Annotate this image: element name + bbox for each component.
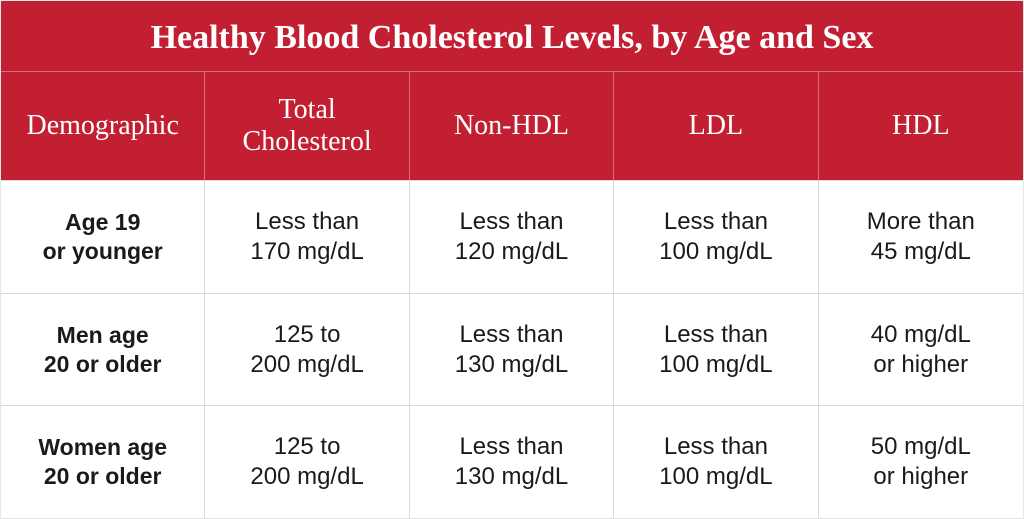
col-ldl: LDL	[614, 72, 818, 180]
row-label: Women age 20 or older	[1, 406, 205, 518]
cell-hdl: 50 mg/dL or higher	[819, 406, 1023, 518]
col-demographic: Demographic	[1, 72, 205, 180]
table-row: Men age 20 or older 125 to 200 mg/dL Les…	[1, 293, 1023, 406]
row-label: Age 19 or younger	[1, 181, 205, 293]
row-label: Men age 20 or older	[1, 294, 205, 406]
cell-ldl: Less than 100 mg/dL	[614, 181, 818, 293]
cell-total: 125 to 200 mg/dL	[205, 406, 409, 518]
col-non-hdl: Non-HDL	[410, 72, 614, 180]
cell-nonhdl: Less than 120 mg/dL	[410, 181, 614, 293]
cell-hdl: 40 mg/dL or higher	[819, 294, 1023, 406]
cell-ldl: Less than 100 mg/dL	[614, 294, 818, 406]
table-title-row: Healthy Blood Cholesterol Levels, by Age…	[1, 1, 1023, 72]
table-title: Healthy Blood Cholesterol Levels, by Age…	[11, 19, 1013, 57]
cell-total: 125 to 200 mg/dL	[205, 294, 409, 406]
table-row: Women age 20 or older 125 to 200 mg/dL L…	[1, 405, 1023, 518]
col-hdl: HDL	[819, 72, 1023, 180]
cell-total: Less than 170 mg/dL	[205, 181, 409, 293]
cell-ldl: Less than 100 mg/dL	[614, 406, 818, 518]
table-row: Age 19 or younger Less than 170 mg/dL Le…	[1, 180, 1023, 293]
col-total-cholesterol: Total Cholesterol	[205, 72, 409, 180]
cell-nonhdl: Less than 130 mg/dL	[410, 406, 614, 518]
cell-hdl: More than 45 mg/dL	[819, 181, 1023, 293]
table-header-row: Demographic Total Cholesterol Non-HDL LD…	[1, 72, 1023, 180]
cholesterol-table: Healthy Blood Cholesterol Levels, by Age…	[0, 0, 1024, 519]
table-body: Age 19 or younger Less than 170 mg/dL Le…	[1, 180, 1023, 518]
cell-nonhdl: Less than 130 mg/dL	[410, 294, 614, 406]
